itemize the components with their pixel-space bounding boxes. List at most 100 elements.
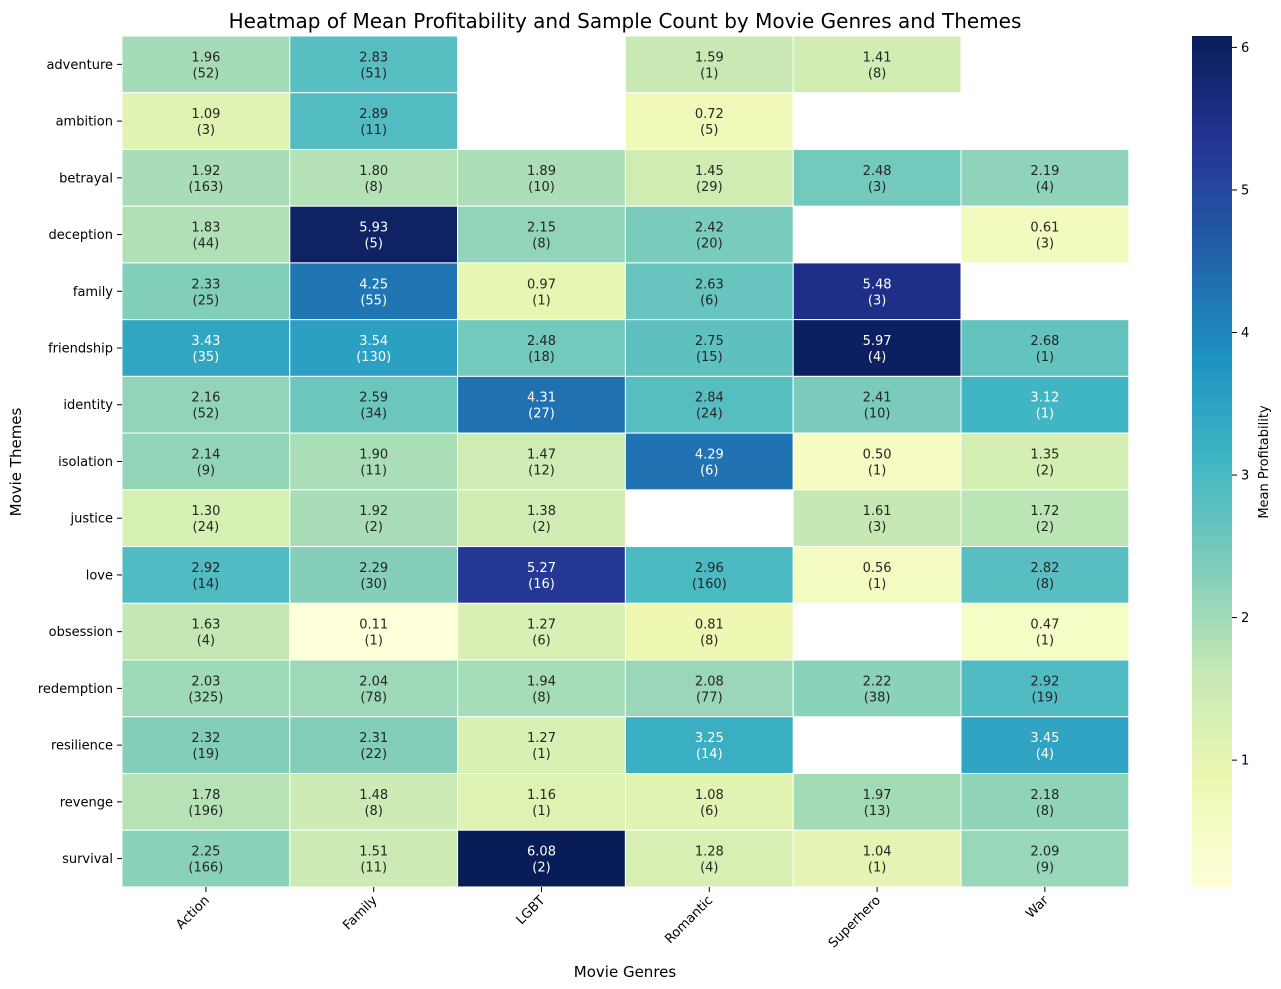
heatmap-cell-rect	[289, 432, 459, 491]
cell-value-label: 0.47	[1030, 618, 1059, 633]
cell-count-label: (8)	[868, 66, 886, 81]
cell-value-label: 1.94	[527, 674, 556, 689]
cell-value-label: 3.43	[191, 334, 220, 349]
colorbar-tick-label: 1	[1241, 754, 1249, 769]
heatmap-cell: 1.94(8)	[457, 659, 626, 718]
heatmap-cell-rect	[792, 432, 962, 491]
cell-value-label: 1.78	[191, 788, 220, 803]
cell-value-label: 2.32	[191, 731, 220, 746]
heatmap-cell-rect	[457, 602, 626, 661]
heatmap-cell-rect	[121, 92, 291, 150]
cell-count-label: (10)	[528, 180, 555, 195]
heatmap-cell: 2.03(325)	[121, 659, 291, 718]
cell-count-label: (1)	[532, 804, 550, 819]
cell-count-label: (1)	[1036, 634, 1054, 649]
cell-value-label: 3.12	[1030, 391, 1059, 406]
cell-value-label: 1.80	[359, 164, 388, 179]
heatmap-cell: 0.50(1)	[792, 432, 962, 491]
y-tick-label: resilience	[51, 739, 113, 754]
heatmap-cell: 1.09(3)	[121, 92, 291, 150]
heatmap-cell: 2.84(24)	[624, 375, 794, 434]
heatmap-cell: 1.78(196)	[121, 772, 291, 831]
cell-count-label: (8)	[532, 690, 550, 705]
x-tick-label: Family	[340, 893, 380, 933]
heatmap-cell-rect	[289, 35, 459, 94]
heatmap-cell: 2.33(25)	[121, 262, 291, 321]
cell-value-label: 2.09	[1030, 845, 1059, 860]
cell-count-label: (52)	[193, 66, 220, 81]
cell-value-label: 2.92	[1030, 674, 1059, 689]
heatmap-cell: 2.15(8)	[457, 205, 626, 264]
heatmap-cell: 1.89(10)	[457, 148, 626, 207]
heatmap-cell-rect	[792, 35, 962, 94]
heatmap-cell: 2.18(8)	[960, 772, 1130, 831]
cell-count-label: (3)	[868, 180, 886, 195]
cell-value-label: 2.68	[1030, 334, 1059, 349]
cell-value-label: 2.48	[527, 334, 556, 349]
cell-count-label: (163)	[188, 180, 223, 195]
heatmap-cell: 5.93(5)	[289, 205, 459, 264]
heatmap-cell: 1.04(1)	[792, 829, 962, 888]
heatmap-cell-rect	[960, 148, 1130, 207]
cell-count-label: (29)	[696, 180, 723, 195]
cell-count-label: (38)	[864, 690, 891, 705]
cell-value-label: 1.45	[695, 164, 724, 179]
cell-count-label: (3)	[1036, 237, 1054, 252]
x-tick-label: LGBT	[514, 893, 549, 928]
y-tick-label: revenge	[60, 795, 113, 810]
heatmap-cell: 2.31(22)	[289, 716, 459, 774]
heatmap-cell: 0.61(3)	[960, 205, 1130, 264]
heatmap-cell: 2.92(14)	[121, 546, 291, 604]
y-axis-label: Movie Themes	[7, 407, 25, 516]
heatmap-cell: 2.14(9)	[121, 432, 291, 491]
y-tick-label: betrayal	[59, 171, 113, 186]
heatmap-cell-rect	[289, 659, 459, 718]
cell-value-label: 2.14	[191, 447, 220, 462]
heatmap-cell-rect	[457, 148, 626, 207]
heatmap-cell-rect	[624, 716, 794, 774]
heatmap-cell: 0.47(1)	[960, 602, 1130, 661]
colorbar-tick-label: 2	[1241, 611, 1249, 626]
cell-count-label: (30)	[360, 577, 387, 592]
cell-value-label: 1.89	[527, 164, 556, 179]
colorbar-gradient	[1192, 36, 1232, 887]
y-tick-label: survival	[62, 852, 113, 867]
cell-count-label: (1)	[868, 463, 886, 478]
cell-value-label: 2.42	[695, 221, 724, 236]
heatmap-cell: 1.92(163)	[121, 148, 291, 207]
heatmap-cell-rect	[121, 716, 291, 774]
y-tick-label: deception	[48, 228, 113, 243]
heatmap-cell: 3.43(35)	[121, 319, 291, 377]
cell-count-label: (2)	[364, 520, 382, 535]
heatmap-cell-rect	[624, 319, 794, 377]
cell-count-label: (160)	[692, 577, 727, 592]
cell-count-label: (35)	[193, 350, 220, 365]
heatmap-cell: 0.97(1)	[457, 262, 626, 321]
cell-value-label: 1.27	[527, 731, 556, 746]
heatmap-cell-rect	[624, 602, 794, 661]
heatmap-cell-rect	[624, 35, 794, 94]
cell-value-label: 1.38	[527, 504, 556, 519]
cell-value-label: 1.51	[359, 845, 388, 860]
cell-value-label: 0.50	[863, 447, 892, 462]
x-tick-label: War	[1023, 893, 1052, 922]
heatmap-cell: 2.75(15)	[624, 319, 794, 377]
heatmap-cell-rect	[289, 489, 459, 548]
cell-count-label: (1)	[532, 747, 550, 762]
colorbar-tick-label: 3	[1241, 469, 1249, 484]
cell-value-label: 1.47	[527, 447, 556, 462]
heatmap-cell-rect	[289, 319, 459, 377]
cell-count-label: (9)	[197, 463, 215, 478]
cell-count-label: (4)	[1036, 180, 1054, 195]
heatmap-cell: 3.54(130)	[289, 319, 459, 377]
x-axis-label: Movie Genres	[574, 963, 677, 981]
cell-value-label: 1.41	[863, 50, 892, 65]
cell-count-label: (14)	[193, 577, 220, 592]
heatmap-cell: 1.80(8)	[289, 148, 459, 207]
cell-value-label: 2.03	[191, 674, 220, 689]
cell-count-label: (13)	[864, 804, 891, 819]
heatmap-cell: 2.29(30)	[289, 546, 459, 604]
heatmap-cell-rect	[121, 772, 291, 831]
heatmap-cell-rect	[960, 716, 1130, 774]
